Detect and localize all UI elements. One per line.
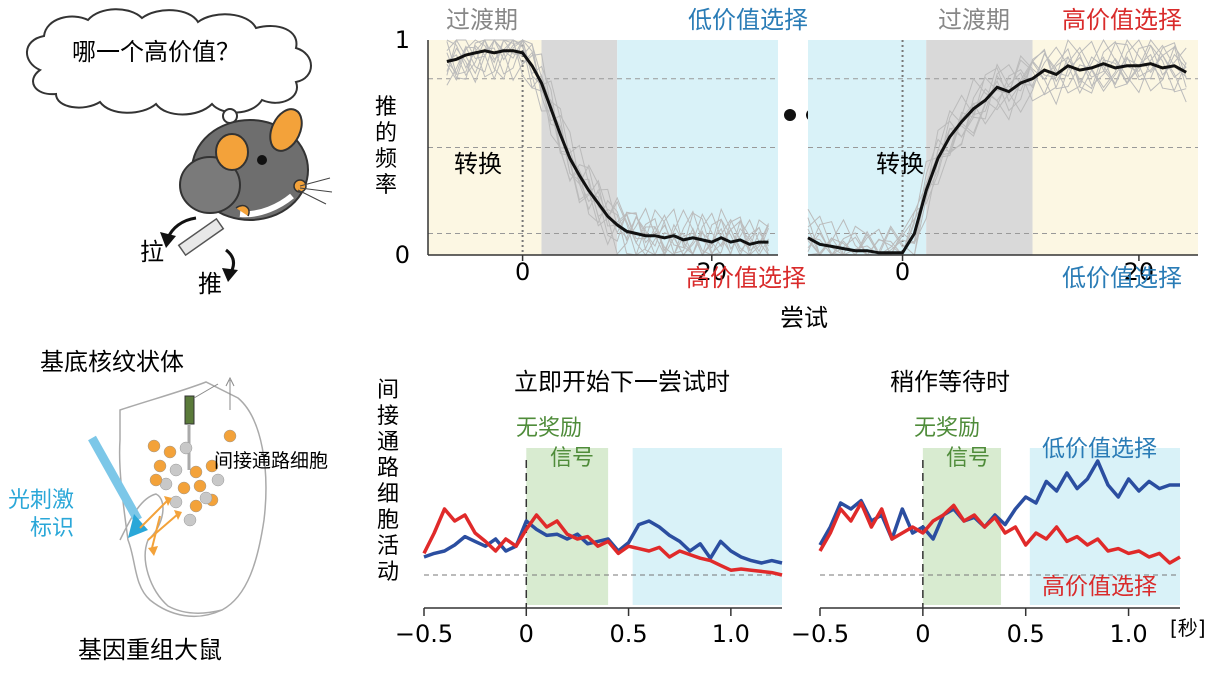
mean-push-frequency-line — [807, 62, 1187, 255]
other-neuron — [169, 463, 183, 477]
indirect-pathway-neuron — [163, 445, 177, 459]
indirect-pathway-neuron — [177, 481, 191, 495]
neural-immediate-chart: −0.5 0 0.5 1.0 — [395, 448, 783, 648]
behavior-left-chart: 0 20 0 1 — [395, 26, 778, 286]
session-trace — [446, 38, 769, 256]
x-tick-label: −0.5 — [395, 620, 453, 648]
y-tick-label: 1 — [395, 26, 410, 54]
indirect-pathway-neuron — [189, 465, 203, 479]
x-axis-label-trials: 尝试 — [780, 304, 828, 332]
indirect-cell-label: 间接通路细胞 — [214, 450, 329, 472]
other-neuron — [211, 473, 225, 487]
transgenic-rat-caption: 基因重组大鼠 — [78, 636, 222, 664]
indirect-pathway-neuron — [147, 439, 161, 453]
mean-push-frequency-line — [446, 49, 769, 246]
left-high-value-label: 高价值选择 — [686, 264, 806, 292]
region-reward — [526, 448, 609, 605]
wait-no-reward-1: 无奖励 — [914, 416, 981, 441]
left-switch-label: 转换 — [454, 150, 502, 178]
pull-label: 拉 — [140, 238, 164, 266]
y-tick-label: 0 — [395, 241, 410, 269]
x-tick-label: 0.5 — [1007, 620, 1045, 648]
x-tick-label: 0.5 — [609, 620, 647, 648]
x-tick-label: −0.5 — [791, 620, 849, 648]
region-transition — [541, 40, 618, 255]
right-transition-label: 过渡期 — [938, 6, 1010, 34]
region-reward — [922, 448, 1002, 605]
right-low-value-label: 低价值选择 — [1062, 264, 1182, 292]
indirect-pathway-neuron — [153, 459, 167, 473]
indirect-pathway-neuron — [205, 459, 219, 473]
mouse-illustration — [160, 108, 333, 282]
session-trace — [446, 39, 769, 256]
low-value-activity-line — [818, 459, 1180, 546]
immediate-no-reward-1: 无奖励 — [516, 416, 583, 441]
immediate-no-reward-2: 信号 — [550, 446, 595, 471]
region-low — [617, 40, 778, 255]
thought-cloud — [26, 8, 312, 141]
brain-title: 基底核纹状体 — [40, 348, 184, 376]
session-trace — [807, 39, 1187, 256]
other-neuron — [183, 513, 197, 527]
other-neuron — [199, 491, 213, 505]
brain-section-diagram — [88, 376, 267, 618]
x-tick-label: 1.0 — [712, 620, 750, 648]
indirect-pathway-neuron — [193, 479, 207, 493]
x-tick-label: 20 — [697, 258, 728, 286]
wait-low-value-label: 低价值选择 — [1042, 436, 1157, 462]
x-tick-label: 0 — [895, 258, 910, 286]
neural-wait-chart: −0.5 0 0.5 1.0 — [791, 448, 1181, 648]
x-tick-label: 0 — [519, 620, 534, 648]
wait-no-reward-2: 信号 — [946, 446, 991, 471]
session-trace — [807, 39, 1187, 256]
indirect-pathway-neuron — [149, 473, 163, 487]
thought-text: 哪一个高价值？ — [72, 38, 240, 66]
x-tick-label: 0 — [915, 620, 930, 648]
session-trace — [446, 38, 769, 256]
wait-panel-title: 稍作等待时 — [890, 368, 1010, 396]
x-tick-label: 0 — [515, 258, 530, 286]
left-low-value-label: 低价值选择 — [688, 6, 808, 34]
indirect-pathway-neuron — [223, 429, 237, 443]
immediate-panel-title: 立即开始下一尝试时 — [514, 368, 730, 396]
x-tick-label: 20 — [1124, 258, 1155, 286]
y-axis-label-indirect-activity: 间接通路细胞活动 — [376, 378, 399, 585]
right-switch-label: 转换 — [876, 150, 924, 178]
x-tick-label: 1.0 — [1109, 620, 1147, 648]
low-value-activity-line — [423, 519, 783, 565]
push-label: 推 — [198, 270, 222, 298]
y-axis-label-push-frequency: 推的频率 — [374, 95, 397, 198]
high-value-activity-line — [422, 507, 783, 577]
optotag-label-1: 光刺激 — [8, 488, 75, 513]
right-high-value-label: 高价值选择 — [1062, 6, 1182, 34]
session-trace — [807, 40, 1187, 256]
x-axis-unit-seconds: [秒] — [1170, 616, 1206, 640]
left-transition-label: 过渡期 — [446, 6, 518, 34]
session-trace — [807, 44, 1187, 256]
wait-high-value-label: 高价值选择 — [1042, 574, 1157, 600]
behavior-right-chart: 0 20 — [807, 38, 1198, 286]
high-value-activity-line — [818, 501, 1181, 565]
other-neuron — [179, 441, 193, 455]
indirect-pathway-neuron — [189, 499, 203, 513]
other-neuron — [169, 495, 183, 509]
optotag-label-2: 标识 — [30, 516, 75, 541]
